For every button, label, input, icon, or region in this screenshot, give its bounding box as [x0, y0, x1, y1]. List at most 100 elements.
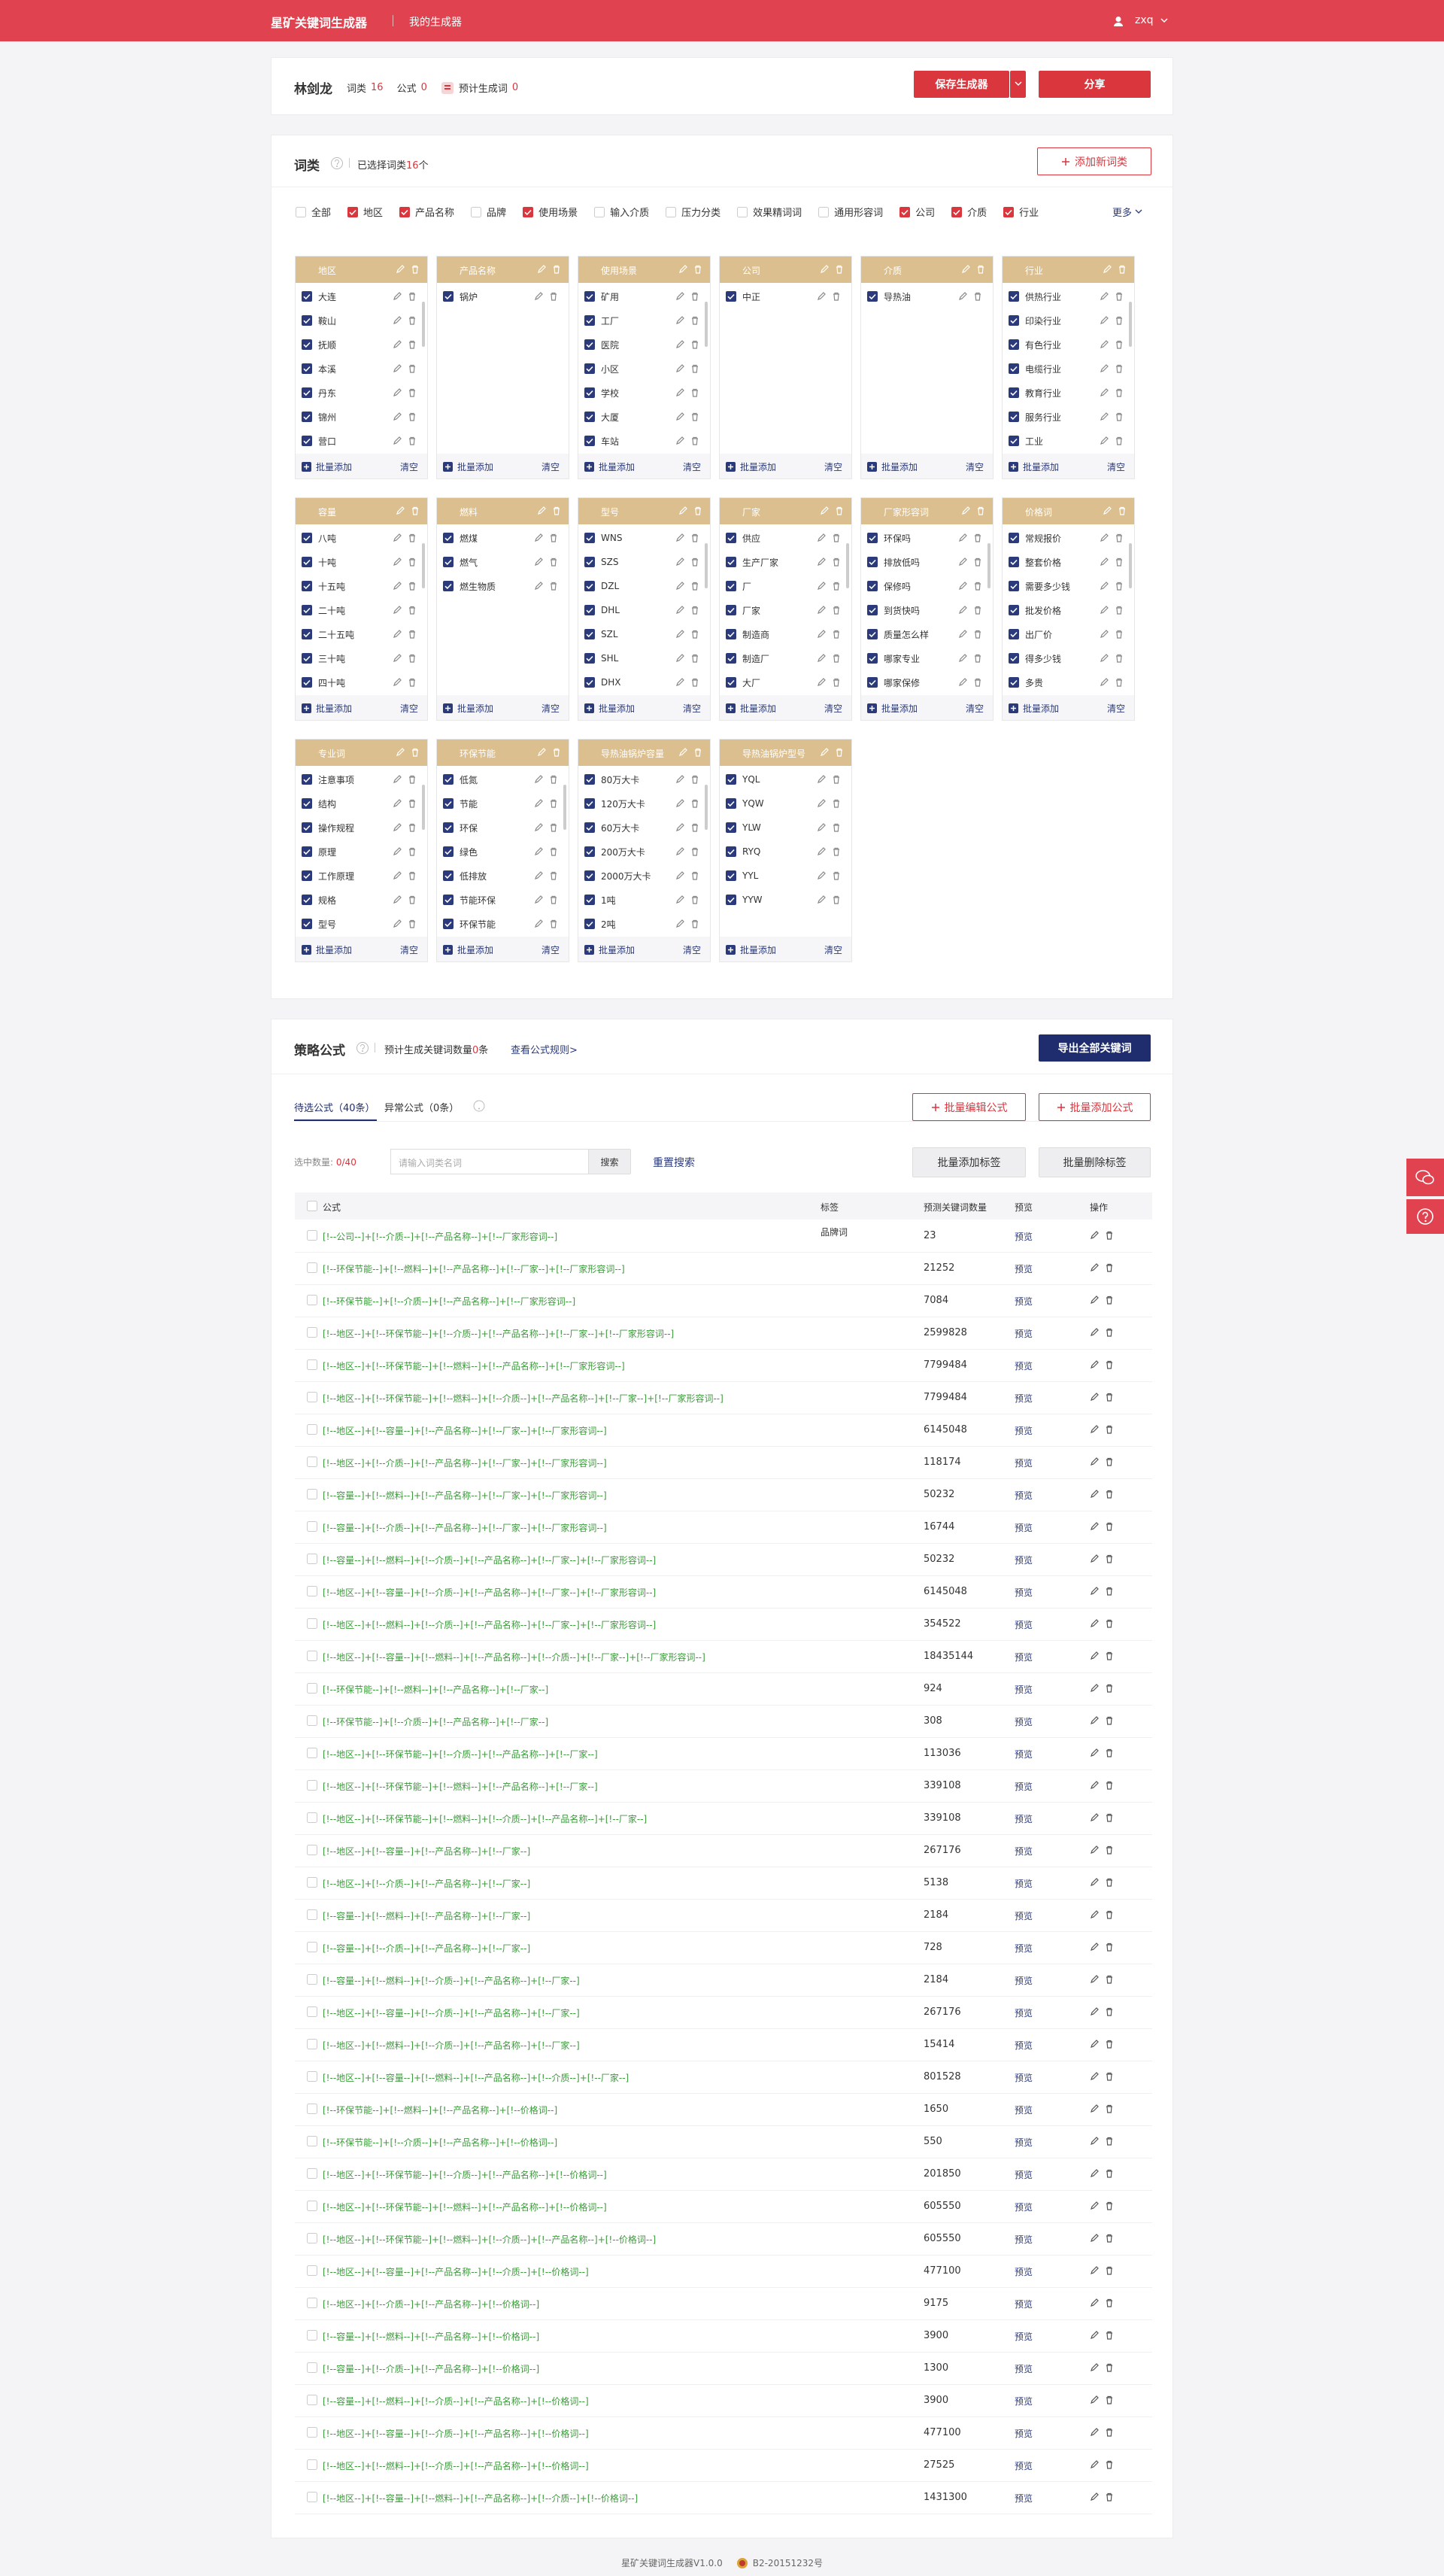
delete-icon[interactable]: [549, 847, 558, 856]
delete-icon[interactable]: [693, 748, 702, 757]
checkbox[interactable]: [726, 291, 736, 302]
delete-icon[interactable]: [690, 533, 699, 542]
preview-link[interactable]: 预览: [1015, 1846, 1033, 1857]
checkbox[interactable]: [443, 581, 454, 591]
preview-link[interactable]: 预览: [1015, 1361, 1033, 1372]
checkbox[interactable]: [1009, 291, 1019, 302]
preview-link[interactable]: 预览: [1015, 2137, 1033, 2148]
batch-add[interactable]: 批量添加: [584, 943, 635, 956]
delete-icon[interactable]: [1105, 1943, 1114, 1952]
checkbox[interactable]: [1009, 581, 1019, 591]
checkbox[interactable]: [726, 677, 736, 688]
checkbox[interactable]: [1009, 412, 1019, 422]
checkbox[interactable]: [307, 1521, 317, 1532]
preview-link[interactable]: 预览: [1015, 1782, 1033, 1792]
delete-icon[interactable]: [549, 775, 558, 784]
delete-icon[interactable]: [408, 678, 417, 687]
checkbox[interactable]: [307, 2136, 317, 2146]
clear[interactable]: 清空: [682, 462, 701, 472]
preview-link[interactable]: 预览: [1015, 1490, 1033, 1501]
delete-icon[interactable]: [690, 606, 699, 615]
delete-icon[interactable]: [690, 436, 699, 445]
edit-icon[interactable]: [817, 654, 826, 663]
checkbox[interactable]: [726, 629, 736, 639]
preview-link[interactable]: 预览: [1015, 2461, 1033, 2471]
preview-link[interactable]: 预览: [1015, 1717, 1033, 1727]
delete-icon[interactable]: [973, 606, 982, 615]
edit-icon[interactable]: [1090, 1522, 1099, 1531]
checkbox[interactable]: [307, 1327, 317, 1338]
delete-icon[interactable]: [690, 292, 699, 301]
delete-icon[interactable]: [832, 606, 841, 615]
checkbox[interactable]: [307, 1489, 317, 1499]
delete-icon[interactable]: [408, 340, 417, 349]
edit-icon[interactable]: [820, 748, 829, 757]
preview-link[interactable]: 预览: [1015, 1587, 1033, 1598]
delete-icon[interactable]: [411, 265, 420, 274]
checkbox[interactable]: [307, 1651, 317, 1661]
edit-icon[interactable]: [1090, 2104, 1099, 2113]
edit-icon[interactable]: [675, 582, 684, 591]
checkbox[interactable]: [307, 2492, 317, 2502]
checkbox[interactable]: [307, 1424, 317, 1435]
edit-icon[interactable]: [393, 630, 402, 639]
edit-icon[interactable]: [817, 871, 826, 880]
edit-icon[interactable]: [1090, 1231, 1099, 1240]
checkbox[interactable]: [584, 629, 595, 639]
delete-icon[interactable]: [835, 506, 844, 515]
checkbox[interactable]: [443, 870, 454, 881]
delete-icon[interactable]: [1115, 436, 1124, 445]
edit-icon[interactable]: [675, 871, 684, 880]
delete-icon[interactable]: [1105, 1296, 1114, 1305]
delete-icon[interactable]: [408, 292, 417, 301]
preview-link[interactable]: 预览: [1015, 2267, 1033, 2277]
search-input[interactable]: 请输入词类名词: [390, 1149, 589, 1174]
delete-icon[interactable]: [1105, 1845, 1114, 1855]
edit-icon[interactable]: [675, 678, 684, 687]
checkbox[interactable]: [443, 895, 454, 905]
delete-icon[interactable]: [408, 412, 417, 421]
clear[interactable]: 清空: [541, 945, 560, 955]
edit-icon[interactable]: [1100, 606, 1109, 615]
delete-icon[interactable]: [1115, 606, 1124, 615]
preview-link[interactable]: 预览: [1015, 1264, 1033, 1274]
delete-icon[interactable]: [408, 388, 417, 397]
checkbox[interactable]: [307, 2395, 317, 2405]
filter[interactable]: 使用场景: [523, 205, 578, 219]
edit-icon[interactable]: [1090, 1748, 1099, 1757]
side-help[interactable]: [1406, 1199, 1444, 1234]
more-link[interactable]: 更多: [1112, 205, 1142, 219]
user-name[interactable]: zxq: [1135, 14, 1154, 26]
edit-icon[interactable]: [820, 506, 829, 515]
checkbox[interactable]: [302, 605, 312, 615]
delete-icon[interactable]: [832, 823, 841, 832]
delete-icon[interactable]: [1115, 388, 1124, 397]
delete-icon[interactable]: [832, 799, 841, 808]
delete-icon[interactable]: [1105, 1878, 1114, 1887]
filter[interactable]: 介质: [951, 205, 987, 219]
checkbox[interactable]: [867, 533, 878, 543]
edit-icon[interactable]: [1090, 2331, 1099, 2340]
checkbox[interactable]: [307, 2265, 317, 2276]
checkbox[interactable]: [307, 1359, 317, 1370]
edit-icon[interactable]: [393, 582, 402, 591]
checkbox[interactable]: [1009, 677, 1019, 688]
delete-icon[interactable]: [690, 823, 699, 832]
edit-icon[interactable]: [1090, 2007, 1099, 2016]
preview-link[interactable]: 预览: [1015, 2105, 1033, 2116]
batch-add[interactable]: 批量添加: [443, 943, 493, 956]
delete-icon[interactable]: [690, 557, 699, 567]
checkbox[interactable]: [307, 2168, 317, 2179]
edit-icon[interactable]: [1100, 292, 1109, 301]
batch-add[interactable]: 批量添加: [443, 702, 493, 715]
delete-icon[interactable]: [549, 919, 558, 928]
delete-icon[interactable]: [549, 823, 558, 832]
edit-icon[interactable]: [1100, 340, 1109, 349]
checkbox[interactable]: [302, 436, 312, 446]
preview-link[interactable]: 预览: [1015, 2170, 1033, 2180]
tab-active[interactable]: 待选公式（40条）: [294, 1103, 375, 1114]
edit-icon[interactable]: [820, 265, 829, 274]
checkbox[interactable]: [307, 2006, 317, 2017]
edit-icon[interactable]: [1090, 1457, 1099, 1466]
checkbox[interactable]: [867, 605, 878, 615]
